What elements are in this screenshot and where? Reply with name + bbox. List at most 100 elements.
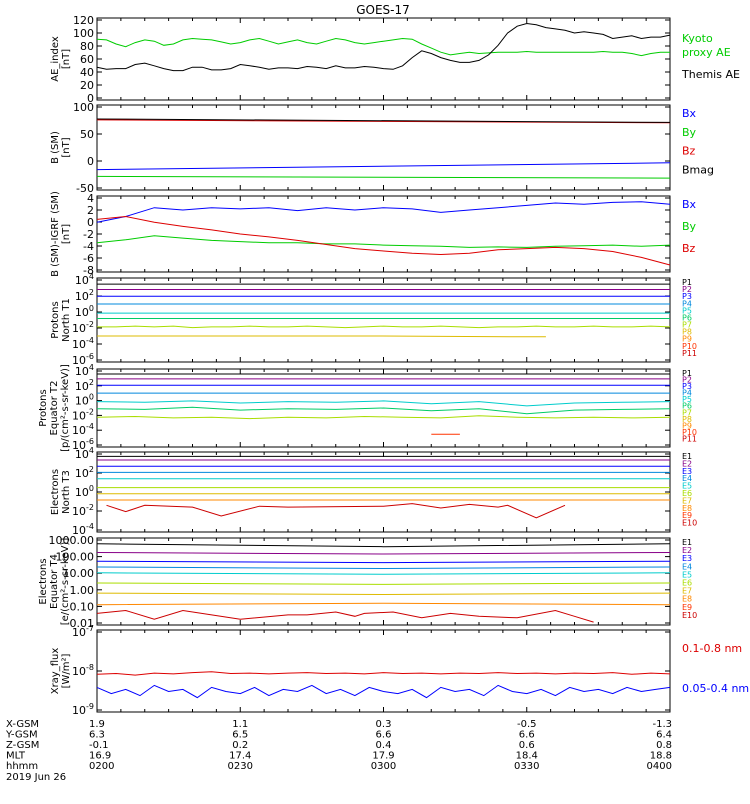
legend-entry: E7 <box>682 496 692 505</box>
y-tick-label: 50 <box>80 128 94 141</box>
x-row-value: 6.5 <box>232 730 248 741</box>
legend-entry: E5 <box>682 482 692 491</box>
series-e7 <box>96 592 671 596</box>
x-row-value: -0.5 <box>517 719 537 730</box>
legend-entry: E5 <box>682 570 692 579</box>
date-label: 2019 Jun 26 <box>6 772 66 783</box>
x-row-value: 0200 <box>89 761 114 772</box>
y-tick-label: 10-2 <box>72 503 94 518</box>
y-tick-label: -8 <box>83 264 94 277</box>
series-themis-ae <box>96 22 671 72</box>
y-axis-label: B (SM)-IGRF (SM) <box>50 191 61 277</box>
legend-entry: P1 <box>682 369 692 378</box>
y-tick-exponent: -7 <box>86 624 94 633</box>
y-tick-exponent: 2 <box>89 288 94 297</box>
y-axis-label: B (SM) <box>50 131 61 164</box>
legend-entry: 0.1-0.8 nm <box>682 642 742 655</box>
y-tick-exponent: -6 <box>86 437 94 446</box>
series-p7 <box>96 415 671 420</box>
legend-entry: E3 <box>682 467 692 476</box>
y-tick-label: 60 <box>80 53 94 66</box>
series-0-05-0-4-nm <box>96 684 671 699</box>
y-tick-label: 10-4 <box>72 422 94 437</box>
x-axis-table: X-GSM 1.9 1.1 0.3 -0.5 -1.3 Y-GSM 6.3 6.5 6.6 6.6 6… <box>5 719 672 783</box>
y-tick-label: 0 <box>87 92 94 105</box>
y-tick-label: 1.00 <box>70 584 95 597</box>
x-row-label: MLT <box>6 751 26 762</box>
y-tick-label: 20 <box>80 79 94 92</box>
legend-entry: E8 <box>682 504 692 513</box>
y-axis-label: North T1 <box>61 298 72 342</box>
y-tick-label: 100 <box>73 101 94 114</box>
y-axis-label: Electrons <box>38 558 49 604</box>
legend-entry: By <box>682 126 697 139</box>
y-tick-label: 40 <box>80 66 94 79</box>
x-row-label: Z-GSM <box>6 740 39 751</box>
legend-entry: Bx <box>682 107 697 120</box>
legend-entry: P4 <box>682 299 692 308</box>
y-tick-exponent: 4 <box>89 272 94 281</box>
series-by <box>96 175 671 179</box>
legend-entry: E9 <box>682 511 692 520</box>
x-row-value: 6.6 <box>376 730 392 741</box>
x-row-value: 0.6 <box>519 740 535 751</box>
panel-2: 100 50 0 -50 B (SM) [nT] Bx By Bz Bmag <box>50 101 714 195</box>
x-row-value: 17.4 <box>229 751 251 762</box>
y-tick-label: 10-7 <box>72 624 94 639</box>
y-tick-label: 104 <box>75 446 94 461</box>
legend-entry: E8 <box>682 595 692 604</box>
series-bmag <box>96 118 671 123</box>
y-axis-label: Protons <box>50 301 61 338</box>
series-e2 <box>96 552 671 555</box>
x-row-value: 0.8 <box>656 740 672 751</box>
legend-entry: P9 <box>682 335 692 344</box>
series-by <box>96 235 671 248</box>
legend-entry: P9 <box>682 421 692 430</box>
legend-entry: P11 <box>682 349 697 358</box>
series-e1 <box>96 543 671 548</box>
x-row-value: 16.9 <box>89 751 111 762</box>
legend-entry: P2 <box>682 376 692 385</box>
panel-frame <box>96 277 671 363</box>
legend-entry: Themis AE <box>681 68 740 81</box>
legend-entry: 0.05-0.4 nm <box>682 682 749 695</box>
y-tick-label: 0 <box>87 216 94 229</box>
legend-entry: E1 <box>682 452 692 461</box>
y-tick-exponent: -9 <box>86 702 94 711</box>
legend-entry: P8 <box>682 328 692 337</box>
panel-frame <box>96 451 671 533</box>
y-tick-exponent: -6 <box>86 352 94 361</box>
legend-entry: Bx <box>682 198 697 211</box>
legend-entry: P4 <box>682 389 692 398</box>
legend-entry: E4 <box>682 474 692 483</box>
series-e10 <box>96 609 594 623</box>
x-row-value: 0.4 <box>376 740 392 751</box>
x-row-value: -0.1 <box>89 740 109 751</box>
legend-entry: proxy AE <box>682 46 731 59</box>
y-axis-label: Xray_flux <box>50 648 61 695</box>
y-tick-exponent: 2 <box>89 378 94 387</box>
series-e5 <box>96 572 671 575</box>
legend-entry: P6 <box>682 402 692 411</box>
y-tick-label: -6 <box>83 252 94 265</box>
legend-entry: Bmag <box>682 163 714 176</box>
series-bx <box>96 162 671 171</box>
legend-entry: By <box>682 220 697 233</box>
y-tick-label: 100.00 <box>56 551 95 564</box>
y-tick-label: 120 <box>73 14 94 27</box>
y-tick-label: 10-2 <box>72 320 94 335</box>
legend-entry: P7 <box>682 321 692 330</box>
legend-entry: E6 <box>682 579 692 588</box>
panel-3: 420-2-4-6-8 B (SM)-IGRF (SM) [nT] Bx By Bz <box>50 191 697 277</box>
y-tick-label: 1000.00 <box>49 534 95 547</box>
x-row-value: 17.9 <box>372 751 394 762</box>
y-tick-exponent: -2 <box>86 407 94 416</box>
y-tick-label: 10-2 <box>72 407 94 422</box>
series-e8 <box>96 602 671 606</box>
x-row-value: 0.3 <box>376 719 392 730</box>
y-tick-label: 104 <box>75 363 94 378</box>
series-p6 <box>96 406 671 415</box>
